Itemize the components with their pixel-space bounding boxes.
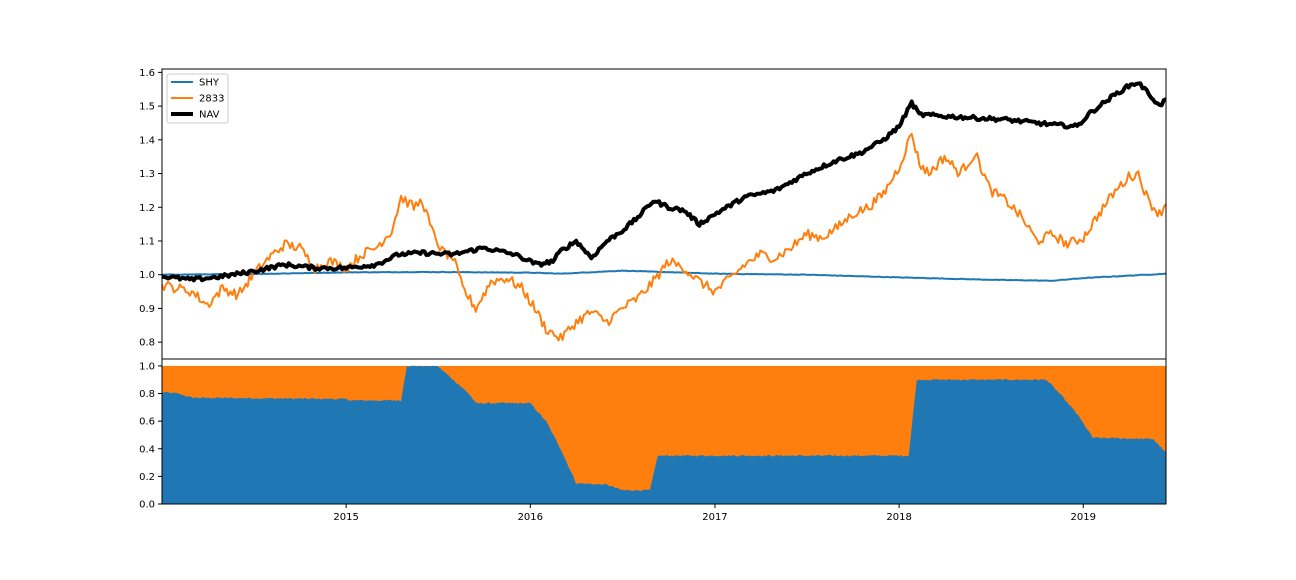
bottom-ytick-label: 0.4: [139, 444, 155, 455]
xtick-label: 2016: [518, 512, 543, 523]
bottom-ytick-label: 0.6: [139, 417, 155, 428]
bottom-ytick-label: 1.0: [139, 361, 155, 372]
top-ytick-label: 1.0: [139, 270, 155, 281]
xtick-label: 2017: [702, 512, 727, 523]
bottom-ytick-label: 0.0: [139, 500, 155, 511]
bottom-axes-frame: [161, 358, 1167, 505]
legend-label-nav: NAV: [199, 110, 220, 121]
top-ytick-label: 1.2: [139, 203, 155, 214]
xtick-label: 2019: [1071, 512, 1096, 523]
top-ytick-label: 0.9: [139, 304, 155, 315]
top-ytick-label: 1.1: [139, 236, 155, 247]
line-2833: [161, 132, 1167, 342]
top-ytick-label: 1.5: [139, 102, 155, 113]
legend-box: [166, 73, 229, 124]
top-ytick-label: 1.6: [139, 68, 155, 79]
area-shy: [162, 365, 1166, 504]
xtick-label: 2018: [886, 512, 911, 523]
top-axes-frame: [161, 68, 1167, 360]
legend-label-shy: SHY: [199, 78, 220, 89]
legend-label-2833: 2833: [199, 94, 224, 105]
bottom-ytick-label: 0.8: [139, 389, 155, 400]
bottom-ytick-label: 0.2: [139, 472, 155, 483]
top-ytick-label: 1.4: [139, 135, 155, 146]
line-shy: [162, 269, 1166, 282]
top-ytick-label: 1.3: [139, 169, 155, 180]
xtick-label: 2015: [333, 512, 358, 523]
top-ytick-label: 0.8: [139, 338, 155, 349]
line-nav: [161, 81, 1167, 283]
